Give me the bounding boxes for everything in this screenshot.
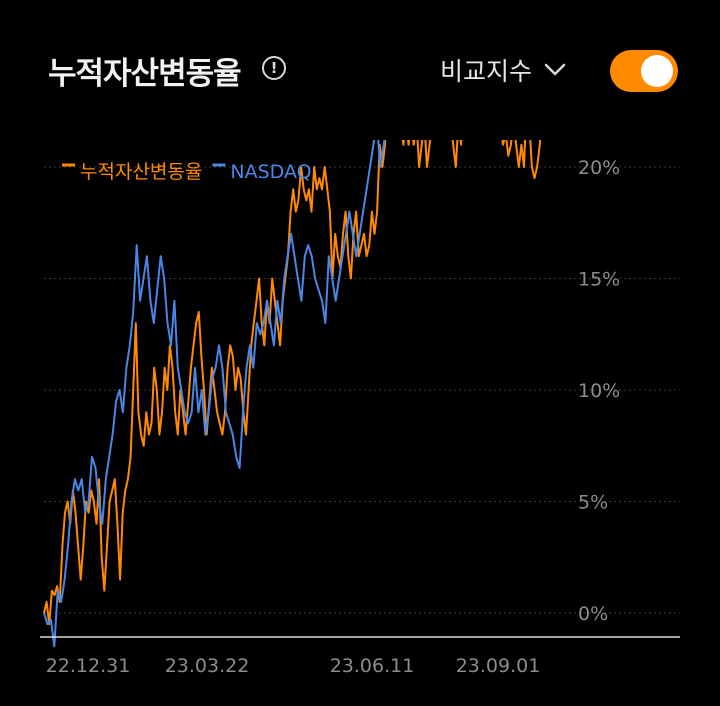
legend: 누적자산변동율 NASDAQ <box>62 161 312 183</box>
y-tick-label: 0% <box>578 603 608 625</box>
compare-index-label: 비교지수 <box>440 57 533 86</box>
y-tick-label: 5% <box>578 492 608 514</box>
toggle-knob <box>641 55 673 87</box>
x-tick-label: 23.09.01 <box>456 655 541 677</box>
chart-header: 누적자산변동율 ! 비교지수 <box>0 0 720 140</box>
info-icon-glyph: ! <box>270 59 278 77</box>
info-circle-icon[interactable]: ! <box>262 56 286 80</box>
series-line-nasdaq <box>43 140 386 648</box>
y-tick-label: 15% <box>578 269 620 291</box>
series-layer <box>43 140 542 648</box>
legend-label-asset: 누적자산변동율 <box>80 161 202 183</box>
line-chart: 0%5%10%15%20%25%30%35% 22.12.3123.03.222… <box>40 140 680 677</box>
y-tick-label: 20% <box>578 157 620 179</box>
y-tick-label: 10% <box>578 380 620 402</box>
compare-index-toggle[interactable] <box>610 50 678 92</box>
grid-layer <box>44 166 680 614</box>
x-tick-layer: 22.12.31 23.03.22 23.06.11 23.09.01 <box>40 636 680 677</box>
chevron-down-icon <box>544 63 566 76</box>
chart-title: 누적자산변동율 <box>48 56 242 92</box>
legend-label-nasdaq: NASDAQ <box>230 161 311 183</box>
compare-index-dropdown[interactable]: 비교지수 <box>440 52 566 88</box>
y-tick-layer: 0%5%10%15%20%25%30%35% <box>578 157 620 625</box>
x-tick-label: 23.03.22 <box>165 655 250 677</box>
x-tick-label: 23.06.11 <box>330 655 415 677</box>
x-tick-label: 22.12.31 <box>46 655 131 677</box>
series-line-asset <box>43 140 542 626</box>
